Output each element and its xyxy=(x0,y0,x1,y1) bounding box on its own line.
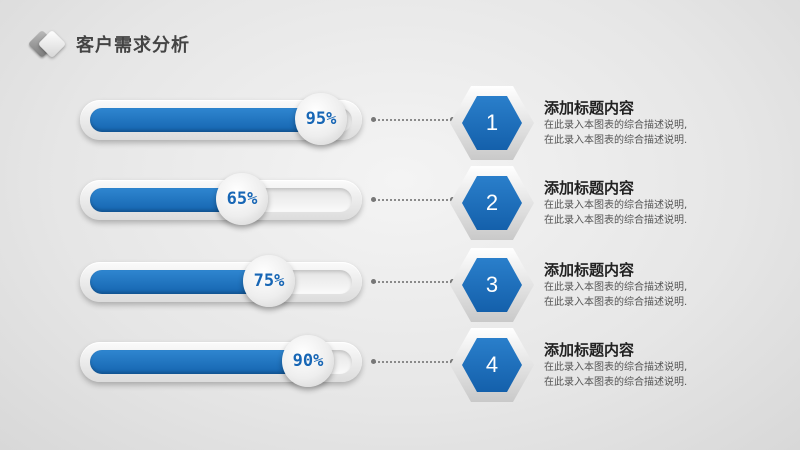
item-desc-line: 在此录入本图表的综合描述说明, xyxy=(544,120,688,131)
item-desc-line: 在此录入本图表的综合描述说明. xyxy=(544,135,688,146)
item-desc-line: 在此录入本图表的综合描述说明, xyxy=(544,282,688,293)
item-title: 添加标题内容 xyxy=(544,179,635,197)
number-hexagon: 4 xyxy=(450,328,534,402)
number-hexagon: 1 xyxy=(450,86,534,160)
page-title: 客户需求分析 xyxy=(76,35,190,56)
number-hexagon: 3 xyxy=(450,248,534,322)
percent-badge: 95% xyxy=(295,93,347,145)
hexagon-number: 2 xyxy=(462,176,522,230)
dotted-connector xyxy=(371,117,455,122)
item-text: 添加标题内容 在此录入本图表的综合描述说明, 在此录入本图表的综合描述说明. xyxy=(544,98,784,148)
progress-bar xyxy=(80,262,362,302)
progress-track xyxy=(90,270,352,294)
item-title: 添加标题内容 xyxy=(544,99,635,117)
dotted-connector xyxy=(371,197,455,202)
percent-badge: 90% xyxy=(282,335,334,387)
dotted-connector xyxy=(371,279,455,284)
progress-row: 90% 4 添加标题内容 在此录入本图表的综合描述说明, 在此录入本图表的综合描… xyxy=(0,328,800,408)
header: 客户需求分析 xyxy=(27,26,190,62)
item-desc-line: 在此录入本图表的综合描述说明. xyxy=(544,297,688,308)
item-desc-line: 在此录入本图表的综合描述说明. xyxy=(544,377,688,388)
item-text: 添加标题内容 在此录入本图表的综合描述说明, 在此录入本图表的综合描述说明. xyxy=(544,178,784,228)
item-text: 添加标题内容 在此录入本图表的综合描述说明, 在此录入本图表的综合描述说明. xyxy=(544,340,784,390)
percent-badge: 75% xyxy=(243,255,295,307)
hexagon-number: 1 xyxy=(462,96,522,150)
item-title: 添加标题内容 xyxy=(544,341,635,359)
progress-row: 65% 2 添加标题内容 在此录入本图表的综合描述说明, 在此录入本图表的综合描… xyxy=(0,166,800,246)
diamond-logo-icon xyxy=(27,26,68,62)
percent-badge: 65% xyxy=(216,173,268,225)
item-desc-line: 在此录入本图表的综合描述说明. xyxy=(544,215,688,226)
number-hexagon: 2 xyxy=(450,166,534,240)
hexagon-number: 3 xyxy=(462,258,522,312)
item-title: 添加标题内容 xyxy=(544,261,635,279)
dotted-connector xyxy=(371,359,455,364)
hexagon-number: 4 xyxy=(462,338,522,392)
item-desc-line: 在此录入本图表的综合描述说明, xyxy=(544,362,688,373)
item-text: 添加标题内容 在此录入本图表的综合描述说明, 在此录入本图表的综合描述说明. xyxy=(544,260,784,310)
item-desc-line: 在此录入本图表的综合描述说明, xyxy=(544,200,688,211)
progress-row: 95% 1 添加标题内容 在此录入本图表的综合描述说明, 在此录入本图表的综合描… xyxy=(0,86,800,166)
progress-row: 75% 3 添加标题内容 在此录入本图表的综合描述说明, 在此录入本图表的综合描… xyxy=(0,248,800,328)
